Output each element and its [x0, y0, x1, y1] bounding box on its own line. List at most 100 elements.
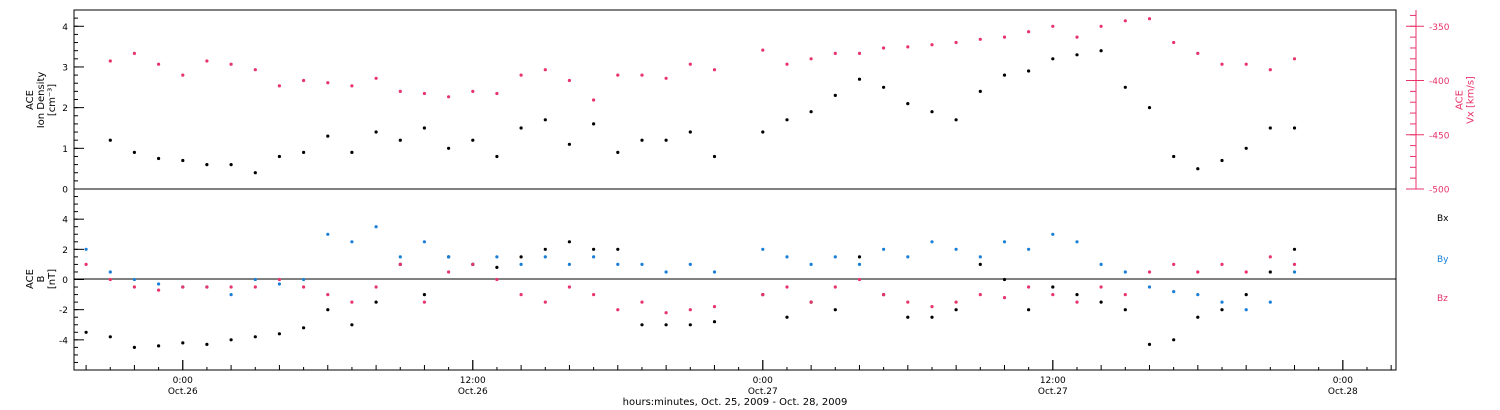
b-point	[761, 247, 765, 251]
b-point	[616, 247, 620, 251]
b-point	[326, 308, 330, 312]
vx-point	[1099, 24, 1103, 28]
b-point	[930, 305, 934, 309]
vx-axis: -500 -450 -400 -350	[1406, 10, 1450, 196]
density-point	[906, 102, 910, 106]
vx-point	[809, 57, 813, 61]
b-tick-label: 4	[62, 216, 68, 226]
b-point	[1123, 270, 1127, 274]
density-point	[1099, 49, 1103, 53]
b-point	[567, 262, 572, 266]
b-point	[1123, 293, 1127, 297]
density-point	[1220, 158, 1224, 163]
b-point	[350, 300, 354, 304]
b-point	[519, 255, 523, 259]
b-point	[229, 293, 233, 297]
b-point	[229, 338, 233, 342]
vx-axis-label: ACEVx [km/s]	[1455, 76, 1477, 124]
b-point	[84, 262, 88, 266]
b-point	[157, 282, 161, 286]
density-point	[1051, 57, 1055, 61]
density-tick-label: 0	[62, 186, 68, 196]
density-tick-label: 3	[62, 63, 68, 73]
b-point	[1244, 270, 1248, 274]
vx-point	[567, 78, 572, 83]
density-tick-label: 2	[62, 104, 68, 114]
vx-tick-label: -400	[1429, 77, 1450, 87]
b-point	[1099, 262, 1103, 266]
b-point	[1268, 255, 1272, 259]
b-point	[277, 282, 281, 286]
b-point	[1147, 285, 1152, 289]
b-point	[640, 323, 644, 327]
ion-density-panel: 0 1 2 3 4 -500 -450 -400 -350 ACEIon Density[cm…	[25, 9, 1477, 196]
top-panel-points	[108, 17, 1297, 175]
b-point	[954, 247, 958, 251]
b-point	[1002, 296, 1007, 300]
b-tick-label: 0	[62, 276, 68, 286]
vx-tick-label: -500	[1429, 186, 1450, 196]
top-panel-frame	[73, 9, 1397, 190]
b-point	[978, 262, 982, 266]
b-point	[1244, 293, 1248, 297]
density-axis-label: ACEIon Density[cm⁻³]	[25, 72, 58, 129]
time-tick-label: 12:00	[1040, 376, 1066, 386]
b-point	[302, 285, 306, 289]
b-point	[1196, 293, 1200, 297]
b-point	[930, 315, 934, 319]
density-point	[132, 150, 136, 154]
density-point	[253, 171, 257, 175]
b-point	[616, 308, 620, 312]
b-point	[447, 255, 451, 259]
b-point	[132, 277, 136, 282]
b-point	[253, 285, 257, 289]
density-point	[205, 163, 209, 167]
vx-point	[398, 89, 402, 93]
vx-point	[592, 98, 596, 102]
vx-point	[1196, 51, 1200, 56]
b-axis: -4 -2 0 2 4	[59, 196, 84, 363]
b-point	[277, 332, 281, 336]
time-tick-label: 0:00	[173, 376, 193, 386]
vx-point	[229, 62, 233, 66]
b-point	[640, 262, 644, 266]
density-point	[1147, 106, 1152, 110]
density-point	[543, 118, 547, 122]
density-point	[277, 154, 281, 159]
b-point	[229, 285, 233, 289]
density-point	[978, 89, 982, 93]
b-point	[157, 344, 161, 348]
b-point	[809, 262, 813, 266]
vx-point	[712, 68, 717, 72]
b-point	[1196, 270, 1200, 274]
vx-point	[640, 73, 644, 77]
b-point	[422, 240, 426, 244]
time-tick-label: 0:00	[1333, 376, 1353, 386]
b-point	[543, 247, 547, 251]
density-point	[181, 158, 185, 163]
b-point	[1027, 308, 1031, 312]
b-point	[302, 277, 306, 282]
vx-point	[1002, 35, 1007, 39]
b-point	[84, 330, 88, 334]
b-point	[930, 240, 934, 244]
b-point	[761, 293, 765, 297]
b-point	[592, 293, 596, 297]
vx-point	[761, 48, 765, 52]
b-tick-label: 2	[62, 246, 68, 256]
b-point	[326, 293, 330, 297]
density-point	[1244, 146, 1248, 150]
b-point	[1075, 240, 1079, 244]
b-point	[567, 240, 572, 244]
b-point	[712, 305, 717, 309]
density-tick-label: 1	[62, 145, 68, 155]
density-point	[809, 110, 813, 114]
vx-point	[374, 76, 378, 80]
vx-point	[495, 91, 499, 96]
b-point	[398, 255, 402, 259]
b-tick-label: -2	[59, 306, 68, 316]
b-point	[1292, 270, 1297, 274]
b-axis-label: ACEB[nT]	[25, 269, 58, 289]
date-tick-label: Oct.26	[458, 387, 488, 397]
